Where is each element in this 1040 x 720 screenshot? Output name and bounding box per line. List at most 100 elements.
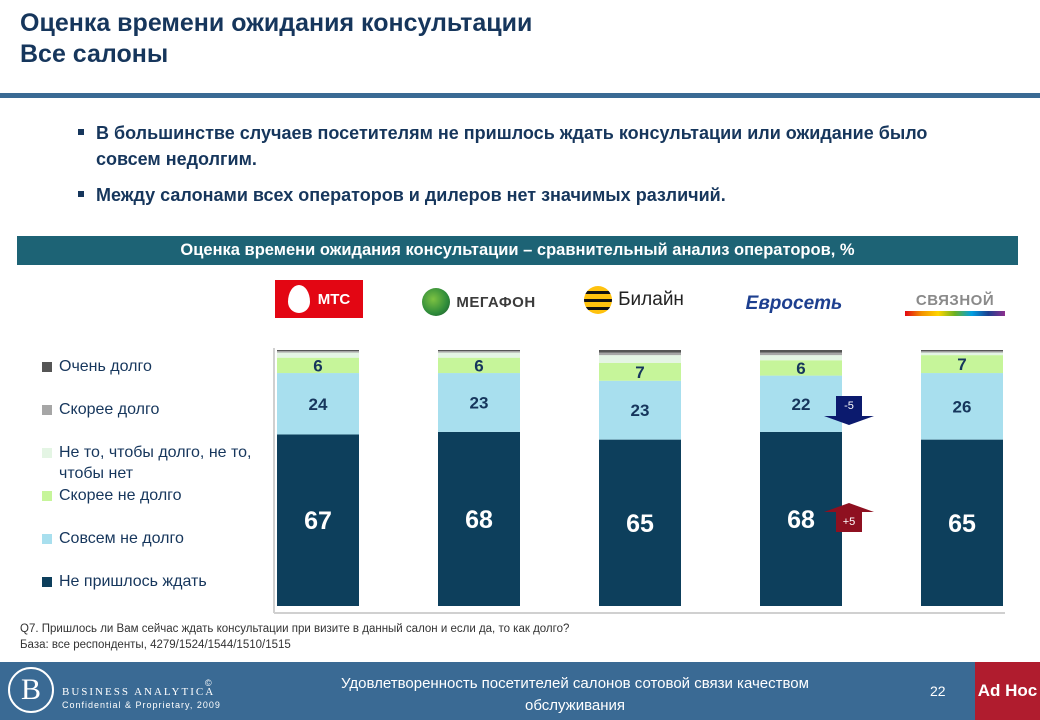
- bullet-item: Между салонами всех операторов и дилеров…: [78, 182, 978, 208]
- svyaznoy-colorbar-icon: [905, 311, 1005, 316]
- bullet-text: Между салонами всех операторов и дилеров…: [96, 185, 726, 205]
- legend-swatch: [42, 405, 52, 415]
- bar-value-label: 7: [957, 355, 966, 374]
- bar-value-label: 6: [796, 359, 805, 378]
- bar-segment: [277, 352, 359, 358]
- slide-title-line1: Оценка времени ожидания консультации: [20, 9, 533, 37]
- legend-label: Совсем не долго: [59, 530, 184, 547]
- bar-segment: [760, 350, 842, 353]
- bar-segment: [921, 373, 1003, 440]
- footer-bar: [0, 662, 1040, 720]
- title-divider: [0, 93, 1040, 98]
- bar-segment: [921, 439, 1003, 606]
- legend-item-no-wait: Не пришлось ждать: [42, 571, 272, 592]
- bar-value-label: 68: [465, 506, 493, 534]
- bar-segment: [599, 439, 681, 606]
- evroset-logo-text: Евросеть: [745, 293, 843, 314]
- legend-label: Очень долго: [59, 358, 152, 375]
- megafon-globe-icon: [422, 288, 451, 316]
- bar-segment: [599, 352, 681, 356]
- legend-label: Не то, чтобы долго, не то, чтобы нет: [59, 444, 252, 482]
- legend-label: Скорее долго: [59, 401, 160, 418]
- business-analytica-logo-icon: B: [8, 667, 54, 713]
- bar-segment: [277, 357, 359, 374]
- bar-segment: [438, 373, 520, 432]
- page-number: 22: [930, 683, 946, 699]
- megafon-logo: МЕГАФОН: [414, 284, 544, 320]
- bar-value-label: 23: [470, 393, 489, 412]
- legend-item-neutral: Не то, чтобы долго, не то, чтобы нет: [42, 442, 260, 484]
- bar-segment: [277, 350, 359, 352]
- bar-segment: [921, 351, 1003, 353]
- bar-segment: [599, 380, 681, 440]
- beeline-stripes-icon: [584, 286, 613, 314]
- bar-segment: [277, 434, 359, 606]
- annotation-up-badge: +5: [836, 512, 862, 532]
- bar-value-label: 7: [635, 363, 644, 382]
- bar-value-label: 68: [787, 506, 815, 534]
- bar-segment: [277, 373, 359, 435]
- bullet-text: В большинстве случаев посетителям не при…: [96, 123, 928, 169]
- svyaznoy-logo: СВЯЗНОЙ: [900, 290, 1010, 318]
- bar-segment: [760, 352, 842, 356]
- bar-value-label: 67: [304, 507, 332, 535]
- bar-segment: [760, 360, 842, 376]
- megafon-logo-text: МЕГАФОН: [456, 293, 536, 311]
- bar-value-label: 22: [792, 395, 811, 414]
- bar-segment: [921, 350, 1003, 352]
- footnote-base: База: все респонденты, 4279/1524/1544/15…: [20, 639, 291, 651]
- footer-brand: BUSINESS ANALYTICA: [62, 686, 216, 698]
- bar-segment: [438, 431, 520, 606]
- legend-swatch: [42, 448, 52, 458]
- chart-title: Оценка времени ожидания консультации – с…: [17, 236, 1018, 265]
- slide-title: Оценка времени ожидания консультации Все…: [20, 8, 1020, 70]
- footnote-question: Q7. Пришлось ли Вам сейчас ждать консуль…: [20, 623, 570, 635]
- bullet-list: В большинстве случаев посетителям не при…: [78, 120, 978, 218]
- bar-segment: [921, 355, 1003, 374]
- beeline-logo: Билайн: [578, 282, 690, 318]
- legend-item-rather-short: Скорее не долго: [42, 485, 272, 506]
- bar-segment: [599, 355, 681, 363]
- bar-value-label: 24: [309, 395, 328, 414]
- bar-segment: [277, 351, 359, 353]
- evroset-logo: Евросеть: [742, 284, 846, 324]
- footer-caption: Удовлетворенность посетителей салонов со…: [341, 675, 809, 714]
- mts-egg-icon: [287, 285, 310, 313]
- legend-swatch: [42, 534, 52, 544]
- legend-label: Не пришлось ждать: [59, 573, 207, 590]
- adhoc-badge: Ad Hoc: [975, 662, 1040, 720]
- arrow-up-icon: [824, 503, 874, 512]
- bar-segment: [921, 352, 1003, 356]
- beeline-logo-text: Билайн: [618, 289, 684, 310]
- bar-segment: [760, 355, 842, 361]
- bullet-marker-icon: [78, 129, 84, 135]
- bar-segment: [438, 352, 520, 358]
- annotation-up-text: +5: [842, 516, 856, 528]
- legend-swatch: [42, 362, 52, 372]
- legend-item-rather-long: Скорее долго: [42, 399, 272, 420]
- mts-logo-text: МТС: [317, 290, 351, 308]
- bullet-item: В большинстве случаев посетителям не при…: [78, 120, 978, 172]
- slide-title-line2: Все салоны: [20, 40, 169, 68]
- footnote: Q7. Пришлось ли Вам сейчас ждать консуль…: [20, 621, 569, 653]
- footer-copyright: ©: [205, 678, 212, 688]
- svyaznoy-logo-text: СВЯЗНОЙ: [915, 292, 995, 309]
- bar-value-label: 65: [626, 510, 654, 538]
- bar-value-label: 6: [313, 356, 322, 375]
- bar-segment: [599, 350, 681, 353]
- bar-value-label: 6: [474, 356, 483, 375]
- legend-swatch: [42, 491, 52, 501]
- bar-value-label: 26: [953, 397, 972, 416]
- legend-item-very-short: Совсем не долго: [42, 528, 272, 549]
- bar-value-label: 23: [631, 401, 650, 420]
- annotation-down-badge: -5: [836, 396, 862, 416]
- bar-segment: [760, 431, 842, 606]
- legend-swatch: [42, 577, 52, 587]
- legend-item-very-long: Очень долго: [42, 356, 272, 377]
- legend-label: Скорее не долго: [59, 487, 182, 504]
- footer-subtitle: Confidential & Proprietary, 2009: [62, 700, 221, 710]
- bar-segment: [599, 362, 681, 381]
- bar-value-label: 65: [948, 510, 976, 538]
